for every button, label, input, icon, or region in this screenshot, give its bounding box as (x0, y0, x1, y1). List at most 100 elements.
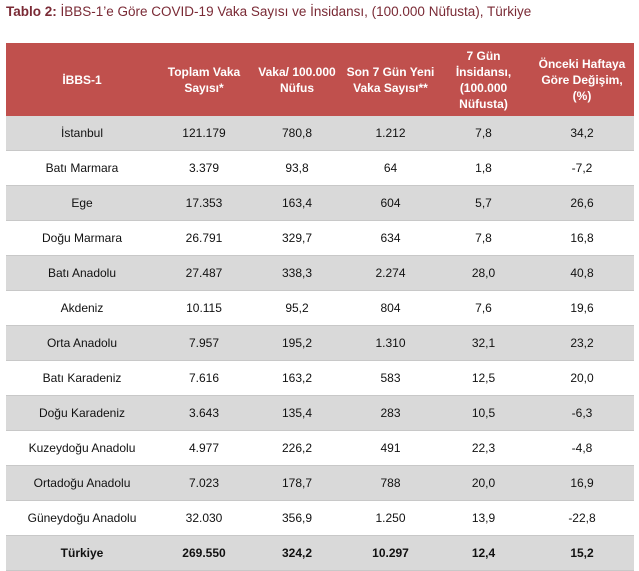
value-cell: 10.297 (344, 535, 437, 571)
table-row: Doğu Karadeniz 3.643 135,4 283 10,5 -6,3 (6, 395, 634, 431)
table-row: Orta Anadolu 7.957 195,2 1.310 32,1 23,2 (6, 325, 634, 361)
value-cell: 283 (344, 395, 437, 431)
table-row: İstanbul 121.179 780,8 1.212 7,8 34,2 (6, 116, 634, 151)
table-row: Batı Karadeniz 7.616 163,2 583 12,5 20,0 (6, 360, 634, 396)
region-cell: Güneydoğu Anadolu (6, 500, 158, 536)
value-cell: 15,2 (530, 535, 634, 571)
value-cell: 20,0 (530, 360, 634, 396)
value-cell: 583 (344, 360, 437, 396)
value-cell: 338,3 (250, 255, 344, 291)
value-cell: 10,5 (437, 395, 530, 431)
value-cell: 121.179 (158, 116, 250, 151)
table-row: Akdeniz 10.115 95,2 804 7,6 19,6 (6, 290, 634, 326)
value-cell: 16,9 (530, 465, 634, 501)
value-cell: 32.030 (158, 500, 250, 536)
table-row: Doğu Marmara 26.791 329,7 634 7,8 16,8 (6, 220, 634, 256)
value-cell: 7,6 (437, 290, 530, 326)
value-cell: 23,2 (530, 325, 634, 361)
value-cell: -6,3 (530, 395, 634, 431)
region-cell: Batı Anadolu (6, 255, 158, 291)
value-cell: 2.274 (344, 255, 437, 291)
value-cell: 34,2 (530, 116, 634, 151)
value-cell: 3.643 (158, 395, 250, 431)
value-cell: 32,1 (437, 325, 530, 361)
column-header: İBBS-1 (6, 43, 158, 116)
value-cell: 27.487 (158, 255, 250, 291)
value-cell: 1,8 (437, 150, 530, 186)
value-cell: 93,8 (250, 150, 344, 186)
column-header: Toplam Vaka Sayısı* (158, 43, 250, 116)
column-header: Son 7 Gün Yeni Vaka Sayısı** (344, 43, 437, 116)
value-cell: 26,6 (530, 185, 634, 221)
total-row: Türkiye 269.550 324,2 10.297 12,4 15,2 (6, 535, 634, 571)
table-row: Batı Anadolu 27.487 338,3 2.274 28,0 40,8 (6, 255, 634, 291)
value-cell: 226,2 (250, 430, 344, 466)
region-cell: Orta Anadolu (6, 325, 158, 361)
value-cell: -4,8 (530, 430, 634, 466)
value-cell: 195,2 (250, 325, 344, 361)
value-cell: 491 (344, 430, 437, 466)
region-cell: Akdeniz (6, 290, 158, 326)
region-cell: Batı Karadeniz (6, 360, 158, 396)
value-cell: 4.977 (158, 430, 250, 466)
column-header: Önceki Haftaya Göre Değişim, (%) (530, 43, 634, 116)
table-row: Kuzeydoğu Anadolu 4.977 226,2 491 22,3 -4,8 (6, 430, 634, 466)
value-cell: 356,9 (250, 500, 344, 536)
region-cell: Batı Marmara (6, 150, 158, 186)
value-cell: 163,4 (250, 185, 344, 221)
value-cell: 634 (344, 220, 437, 256)
value-cell: 19,6 (530, 290, 634, 326)
value-cell: 17.353 (158, 185, 250, 221)
value-cell: -22,8 (530, 500, 634, 536)
value-cell: 26.791 (158, 220, 250, 256)
value-cell: 20,0 (437, 465, 530, 501)
value-cell: 95,2 (250, 290, 344, 326)
value-cell: 10.115 (158, 290, 250, 326)
value-cell: 13,9 (437, 500, 530, 536)
region-cell: Ortadoğu Anadolu (6, 465, 158, 501)
value-cell: 12,4 (437, 535, 530, 571)
value-cell: -7,2 (530, 150, 634, 186)
value-cell: 16,8 (530, 220, 634, 256)
value-cell: 1.310 (344, 325, 437, 361)
value-cell: 269.550 (158, 535, 250, 571)
value-cell: 163,2 (250, 360, 344, 396)
region-cell: Doğu Karadeniz (6, 395, 158, 431)
region-cell: Ege (6, 185, 158, 221)
value-cell: 1.250 (344, 500, 437, 536)
column-header: Vaka/ 100.000 Nüfus (250, 43, 344, 116)
value-cell: 3.379 (158, 150, 250, 186)
value-cell: 1.212 (344, 116, 437, 151)
value-cell: 5,7 (437, 185, 530, 221)
value-cell: 7,8 (437, 220, 530, 256)
table-caption: Tablo 2: İBBS-1’e Göre COVID-19 Vaka Say… (6, 4, 531, 19)
value-cell: 804 (344, 290, 437, 326)
table-row: Ege 17.353 163,4 604 5,7 26,6 (6, 185, 634, 221)
value-cell: 7.616 (158, 360, 250, 396)
covid-cases-table: İBBS-1 Toplam Vaka Sayısı* Vaka/ 100.000 N… (6, 43, 634, 571)
value-cell: 28,0 (437, 255, 530, 291)
caption-text: İBBS-1’e Göre COVID-19 Vaka Sayısı ve İn… (56, 4, 532, 19)
value-cell: 178,7 (250, 465, 344, 501)
table-row: Güneydoğu Anadolu 32.030 356,9 1.250 13,9 -22… (6, 500, 634, 536)
value-cell: 7.023 (158, 465, 250, 501)
header-row: İBBS-1 Toplam Vaka Sayısı* Vaka/ 100.000 N… (6, 43, 634, 116)
value-cell: 22,3 (437, 430, 530, 466)
table-row: Batı Marmara 3.379 93,8 64 1,8 -7,2 (6, 150, 634, 186)
value-cell: 64 (344, 150, 437, 186)
value-cell: 780,8 (250, 116, 344, 151)
column-header: 7 Gün İnsidansı, (100.000 Nüfusta) (437, 43, 530, 116)
value-cell: 788 (344, 465, 437, 501)
region-cell: Kuzeydoğu Anadolu (6, 430, 158, 466)
value-cell: 12,5 (437, 360, 530, 396)
region-cell: Türkiye (6, 535, 158, 571)
region-cell: Doğu Marmara (6, 220, 158, 256)
value-cell: 7.957 (158, 325, 250, 361)
caption-label: Tablo 2: (6, 4, 57, 19)
region-cell: İstanbul (6, 116, 158, 151)
value-cell: 329,7 (250, 220, 344, 256)
table-row: Ortadoğu Anadolu 7.023 178,7 788 20,0 16,9 (6, 465, 634, 501)
value-cell: 604 (344, 185, 437, 221)
value-cell: 324,2 (250, 535, 344, 571)
value-cell: 135,4 (250, 395, 344, 431)
